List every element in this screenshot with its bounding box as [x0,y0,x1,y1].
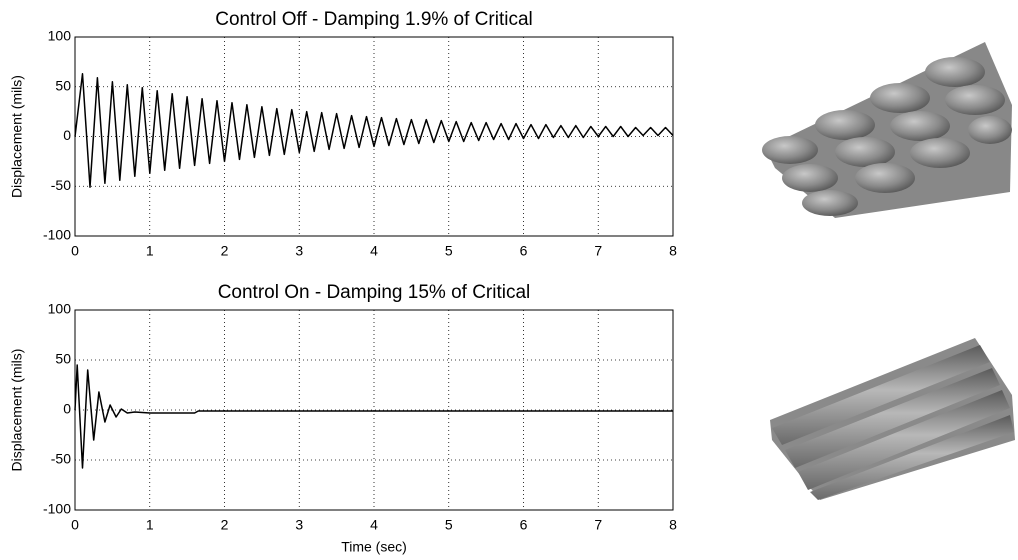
x-tick-label: 0 [71,517,79,533]
y-tick-label: -100 [43,227,71,243]
x-tick-label: 2 [221,517,229,533]
y-axis-label: Displacement (mils) [9,75,25,198]
x-tick-label: 3 [295,243,303,259]
y-tick-label: 0 [63,401,71,417]
x-axis-label: Time (sec) [341,539,407,555]
chart-title: Control Off - Damping 1.9% of Critical [215,9,533,30]
x-tick-label: 3 [295,517,303,533]
x-tick-label: 1 [146,517,154,533]
surface-controlled [770,338,1015,500]
x-tick-label: 2 [221,243,229,259]
surface-uncontrolled [762,42,1012,218]
y-tick-label: 50 [55,77,71,93]
x-tick-label: 8 [669,243,677,259]
y-axis-label: Displacement (mils) [9,349,25,472]
x-tick-label: 5 [445,517,453,533]
x-tick-label: 6 [520,243,528,259]
chart-title: Control On - Damping 15% of Critical [218,282,531,303]
y-tick-label: 100 [48,301,72,317]
data-line [74,73,674,188]
x-tick-label: 7 [594,517,602,533]
y-tick-label: 0 [63,127,71,143]
y-tick-label: 50 [55,351,71,367]
y-tick-label: -50 [51,177,71,193]
x-tick-label: 1 [146,243,154,259]
x-tick-label: 4 [370,517,378,533]
x-tick-label: 0 [71,243,79,259]
x-tick-label: 5 [445,243,453,259]
x-tick-label: 7 [594,243,602,259]
x-tick-label: 6 [520,517,528,533]
y-tick-label: -100 [43,501,71,517]
data-line [74,364,673,469]
y-tick-label: 100 [48,28,72,44]
x-tick-label: 8 [669,517,677,533]
x-tick-label: 4 [370,243,378,259]
y-tick-label: -50 [51,451,71,467]
